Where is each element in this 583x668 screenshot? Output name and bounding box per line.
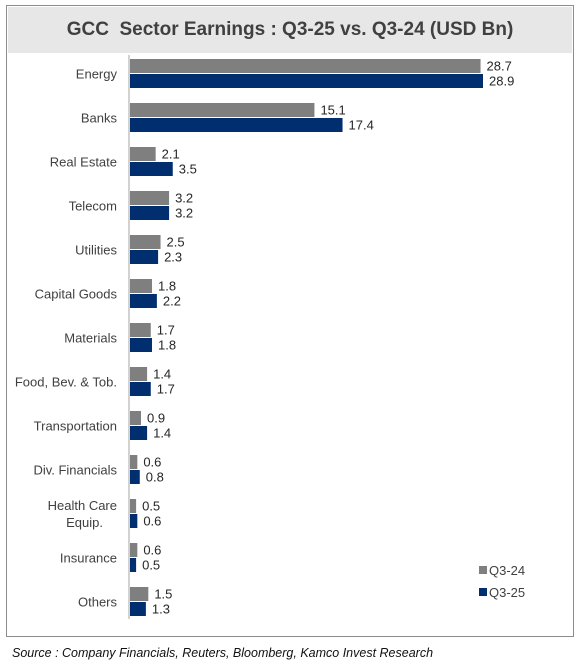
bar-q3-25-8 [130,426,148,440]
source-note: Source : Company Financials, Reuters, Bl… [12,646,434,660]
category-label: Health Care [48,498,117,513]
category-label: Transportation [34,419,117,434]
data-label-q3-25: 3.5 [179,162,197,177]
legend-swatch-q3-25 [479,588,487,596]
bar-q3-24-5 [130,279,152,293]
category-label: Real Estate [50,155,117,170]
bar-q3-24-12 [130,587,149,601]
category-label: Utilities [75,243,117,258]
bar-q3-25-1 [130,118,343,132]
bar-q3-24-10 [130,499,137,513]
data-label-q3-24: 1.5 [154,587,172,602]
category-label: Food, Bev. & Tob. [15,375,117,390]
bar-q3-25-4 [130,250,159,264]
bar-q3-24-7 [130,367,148,381]
data-label-q3-25: 28.9 [489,74,514,89]
bar-q3-24-9 [130,455,138,469]
data-label-q3-24: 15.1 [320,103,345,118]
data-label-q3-24: 0.9 [147,411,165,426]
category-label: Materials [64,331,117,346]
data-label-q3-25: 3.2 [175,206,193,221]
data-label-q3-24: 1.4 [153,367,171,382]
category-label: Capital Goods [35,287,118,302]
data-label-q3-24: 0.6 [143,543,161,558]
category-label: Others [78,595,118,610]
data-label-q3-24: 0.5 [142,499,160,514]
data-label-q3-24: 1.8 [158,279,176,294]
bar-chart: Energy 28.728.9 Banks 15.1 17.4 Real Estate 2.… [15,55,525,619]
bar-q3-25-7 [130,382,151,396]
bar-q3-25-2 [130,162,173,176]
category-label: Insurance [60,551,117,566]
data-label-q3-25: 1.4 [153,426,171,441]
bar-q3-24-0 [130,59,481,73]
legend-label-q3-25: Q3-25 [489,585,525,600]
bar-q3-25-6 [130,338,152,352]
bar-q3-24-4 [130,235,161,249]
legend-label-q3-24: Q3-24 [489,563,525,578]
data-label-q3-24: 0.6 [143,455,161,470]
category-label: Banks [81,111,118,126]
data-label-q3-24: 3.2 [175,191,193,206]
legend-swatch-q3-24 [479,566,487,574]
bar-q3-24-1 [130,103,315,117]
data-label-q3-24: 1.7 [157,323,175,338]
data-label-q3-25: 1.8 [158,338,176,353]
data-label-q3-25: 1.3 [152,602,170,617]
bar-q3-25-5 [130,294,157,308]
bar-q3-25-12 [130,602,146,616]
bar-q3-25-10 [130,514,138,528]
data-label-q3-24: 28.7 [487,59,512,74]
data-label-q3-25: 0.8 [146,470,164,485]
data-label-q3-24: 2.5 [167,235,185,250]
bar-q3-25-11 [130,558,137,572]
data-label-q3-25: 2.2 [163,294,181,309]
data-label-q3-25: 0.5 [142,558,160,573]
category-label: Div. Financials [33,463,117,478]
category-label: Energy [76,67,118,82]
bar-q3-24-2 [130,147,156,161]
bar-q3-25-0 [130,74,483,88]
bar-q3-24-8 [130,411,141,425]
category-label: Telecom [69,199,117,214]
title-bar: GCC Sector Earnings : Q3-25 vs. Q3-24 (U… [8,7,572,53]
bar-q3-24-3 [130,191,170,205]
chart-title: GCC Sector Earnings : Q3-25 vs. Q3-24 (U… [66,19,514,40]
bar-q3-25-9 [130,470,140,484]
data-label-q3-25: 1.7 [157,382,175,397]
category-label: Equip. [66,515,103,530]
data-label-q3-25: 17.4 [349,118,374,133]
data-label-q3-25: 2.3 [164,250,182,265]
bar-q3-24-11 [130,543,138,557]
bar-q3-24-6 [130,323,151,337]
data-label-q3-25: 0.6 [143,514,161,529]
bar-q3-25-3 [130,206,170,220]
data-label-q3-24: 2.1 [162,147,180,162]
